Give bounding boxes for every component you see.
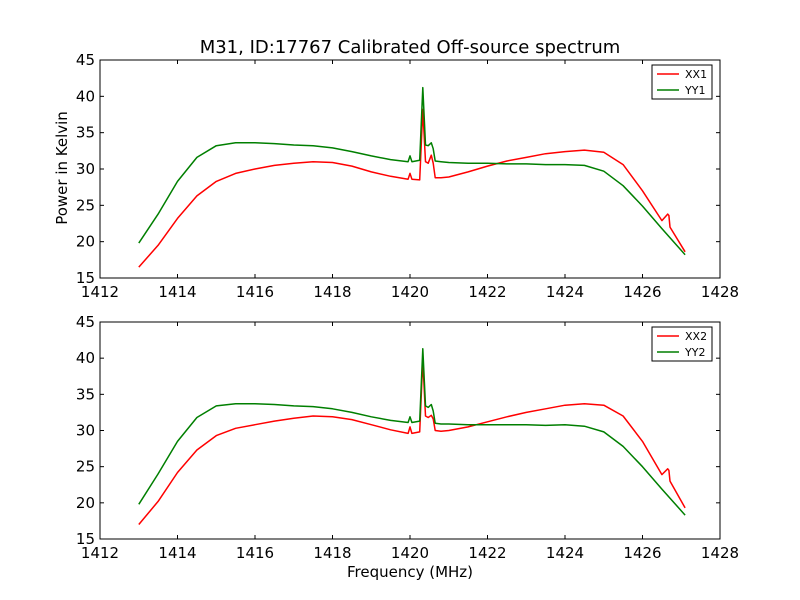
x-tick-label: 1412 [81,283,119,301]
series-line-yy2 [138,348,686,516]
legend-box [651,326,713,362]
x-tick-label: 1424 [546,283,584,301]
legend-label-xx2: XX2 [685,330,707,343]
x-tick-label: 1428 [701,544,739,562]
x-tick-label: 1422 [468,283,506,301]
y-tick-label: 30 [76,422,95,440]
x-tick-label: 1424 [546,544,584,562]
legend-box [651,64,713,100]
x-tick-label: 1416 [236,544,274,562]
y-tick-label: 30 [76,160,95,178]
x-tick-label: 1416 [236,283,274,301]
series-line-xx2 [138,358,686,525]
y-tick-label: 25 [76,458,95,476]
y-tick-label: 35 [76,124,95,142]
y-tick-label: 20 [76,494,95,512]
y-tick-label: 35 [76,385,95,403]
x-tick-label: 1422 [468,544,506,562]
y-tick-label: 40 [76,349,95,367]
y-tick-label: 40 [76,87,95,105]
x-tick-label: 1426 [623,544,661,562]
axes-frame [99,321,721,540]
x-tick-label: 1418 [313,283,351,301]
y-tick-label: 25 [76,196,95,214]
chart-title: M31, ID:17767 Calibrated Off-source spec… [200,37,621,58]
y-tick-label: 20 [76,233,95,251]
x-tick-label: 1428 [701,283,739,301]
series-line-yy1 [138,86,686,256]
x-axis-label: Frequency (MHz) [347,563,473,581]
y-tick-label: 45 [76,313,95,331]
x-tick-label: 1420 [391,544,429,562]
plot-panel-1: 1412 1414 1416 1418 1420 1422 1424 1426 1428 15 20… [76,51,739,301]
x-tick-label: 1420 [391,283,429,301]
x-tick-label: 1426 [623,283,661,301]
x-tick-label: 1414 [158,283,196,301]
y-tick-label: 15 [76,269,95,287]
x-tick-label: 1414 [158,544,196,562]
legend-label-xx1: XX1 [685,68,707,81]
y-tick-label: 45 [76,51,95,69]
plot-panel-2: 1412 1414 1416 1418 1420 1422 1424 1426 1428 15 20… [76,313,739,562]
y-axis-label: Power in Kelvin [53,111,71,225]
x-tick-label: 1418 [313,544,351,562]
x-tick-label: 1412 [81,544,119,562]
y-tick-label: 15 [76,530,95,548]
series-line-xx1 [138,108,686,268]
legend-label-yy1: YY1 [684,84,705,97]
legend-label-yy2: YY2 [684,346,705,359]
